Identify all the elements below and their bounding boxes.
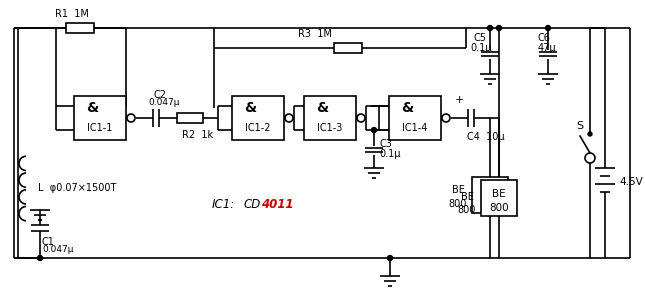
Text: &: & (401, 101, 413, 115)
Text: &: & (244, 101, 256, 115)
Circle shape (357, 114, 365, 122)
Text: 0.047μ: 0.047μ (148, 98, 179, 107)
Bar (389, 96, 441, 140)
Text: S: S (577, 121, 584, 131)
Text: 4.5V: 4.5V (619, 177, 643, 187)
Bar (304, 96, 356, 140)
Bar (74, 96, 126, 140)
Text: BE: BE (451, 185, 464, 195)
Text: 800: 800 (458, 205, 476, 215)
Circle shape (497, 26, 502, 31)
Circle shape (127, 114, 135, 122)
Bar (481, 180, 517, 216)
Text: IC1-1: IC1-1 (87, 123, 113, 133)
Text: 800: 800 (489, 203, 509, 213)
Text: &: & (316, 101, 328, 115)
Text: 800: 800 (449, 199, 467, 209)
Text: 800: 800 (480, 199, 500, 209)
Text: C3: C3 (379, 139, 392, 149)
Bar (66, 23, 94, 33)
Bar (232, 96, 284, 140)
Text: R3  1M: R3 1M (298, 29, 332, 39)
Bar (177, 113, 203, 123)
Text: C1: C1 (42, 237, 55, 247)
Circle shape (585, 153, 595, 163)
Text: 47μ: 47μ (538, 43, 557, 53)
Text: C2: C2 (154, 90, 167, 100)
Text: BE: BE (483, 185, 497, 195)
Text: 0.047μ: 0.047μ (42, 246, 74, 255)
Circle shape (488, 26, 493, 31)
Text: IC1-3: IC1-3 (317, 123, 342, 133)
Text: C4  10μ: C4 10μ (467, 132, 504, 142)
Text: BE: BE (461, 192, 473, 202)
Text: R1  1M: R1 1M (55, 9, 89, 19)
Text: C5: C5 (474, 33, 487, 43)
Text: C6: C6 (538, 33, 551, 43)
Text: 4011: 4011 (261, 198, 293, 211)
Circle shape (285, 114, 293, 122)
Text: 0.1μ: 0.1μ (470, 43, 491, 53)
Text: L  φ0.07×1500T: L φ0.07×1500T (38, 183, 116, 193)
Text: &: & (86, 101, 98, 115)
Circle shape (37, 255, 43, 260)
Text: BE: BE (492, 189, 506, 199)
Text: +: + (454, 95, 464, 105)
Circle shape (588, 132, 592, 136)
Text: IC1-4: IC1-4 (402, 123, 428, 133)
Circle shape (546, 26, 550, 31)
Bar (472, 177, 508, 213)
Text: R2  1k: R2 1k (182, 130, 213, 140)
Text: 0.1μ: 0.1μ (379, 149, 401, 159)
Circle shape (442, 114, 450, 122)
Circle shape (388, 255, 393, 260)
Text: IC1-2: IC1-2 (245, 123, 271, 133)
Text: IC1:: IC1: (212, 198, 235, 211)
Bar (334, 43, 362, 53)
Circle shape (372, 127, 377, 132)
Text: CD: CD (243, 198, 260, 211)
